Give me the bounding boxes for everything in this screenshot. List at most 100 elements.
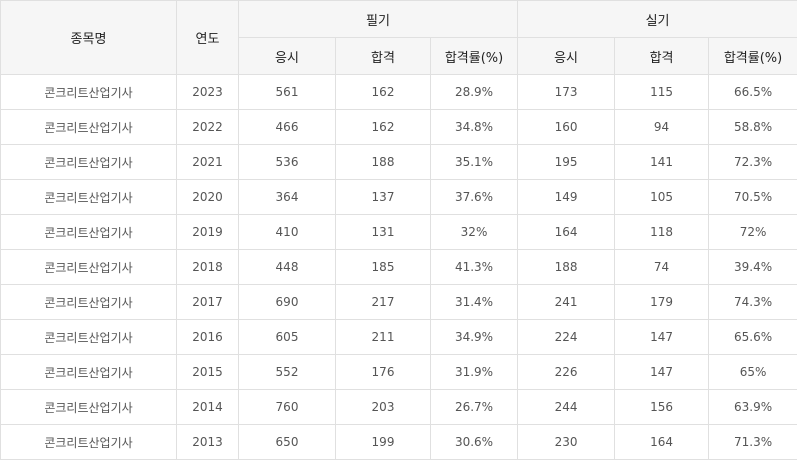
cell-written-passed: 211 [335, 319, 431, 355]
cell-practical-rate: 71.3% [708, 424, 797, 460]
cell-practical-applicants: 195 [517, 144, 616, 180]
cell-written-passed: 185 [335, 249, 431, 285]
header-written-applicants: 응시 [238, 37, 336, 75]
cell-year: 2020 [176, 179, 239, 215]
cell-practical-passed: 105 [614, 179, 710, 215]
cell-name: 콘크리트산업기사 [0, 389, 177, 425]
header-practical-passed: 합격 [614, 37, 710, 75]
cell-name: 콘크리트산업기사 [0, 354, 177, 390]
cell-year: 2023 [176, 74, 239, 110]
cell-practical-passed: 118 [614, 214, 710, 250]
cell-written-rate: 28.9% [429, 74, 519, 110]
cell-year: 2013 [176, 424, 239, 460]
cell-written-applicants: 650 [238, 424, 336, 460]
header-year: 연도 [176, 0, 239, 75]
cell-practical-rate: 70.5% [708, 179, 797, 215]
cell-written-passed: 203 [335, 389, 431, 425]
cell-practical-applicants: 188 [517, 249, 616, 285]
cell-year: 2018 [176, 249, 239, 285]
cell-written-rate: 34.9% [429, 319, 519, 355]
cell-written-applicants: 448 [238, 249, 336, 285]
table-row: 콘크리트산업기사 2013 650 199 30.6% 230 164 71.3% [0, 424, 797, 460]
cell-practical-rate: 74.3% [708, 284, 797, 320]
cell-practical-rate: 65.6% [708, 319, 797, 355]
cell-practical-applicants: 149 [517, 179, 616, 215]
table-row: 콘크리트산업기사 2023 561 162 28.9% 173 115 66.5% [0, 74, 797, 110]
cell-practical-applicants: 160 [517, 109, 616, 145]
cell-year: 2019 [176, 214, 239, 250]
table-row: 콘크리트산업기사 2020 364 137 37.6% 149 105 70.5% [0, 179, 797, 215]
cell-practical-applicants: 164 [517, 214, 616, 250]
cell-year: 2022 [176, 109, 239, 145]
cell-written-applicants: 760 [238, 389, 336, 425]
cell-practical-passed: 164 [614, 424, 710, 460]
cell-practical-applicants: 230 [517, 424, 616, 460]
table-row: 콘크리트산업기사 2022 466 162 34.8% 160 94 58.8% [0, 109, 797, 145]
header-name: 종목명 [0, 0, 177, 75]
cell-written-passed: 188 [335, 144, 431, 180]
cell-written-applicants: 466 [238, 109, 336, 145]
cell-name: 콘크리트산업기사 [0, 214, 177, 250]
table-row: 콘크리트산업기사 2014 760 203 26.7% 244 156 63.9% [0, 389, 797, 425]
cell-practical-passed: 115 [614, 74, 710, 110]
cell-practical-rate: 72.3% [708, 144, 797, 180]
header-written: 필기 [237, 0, 519, 38]
cell-written-rate: 37.6% [429, 179, 519, 215]
cell-practical-passed: 179 [614, 284, 710, 320]
header-written-rate: 합격률(%) [429, 37, 519, 75]
table-row: 콘크리트산업기사 2019 410 131 32% 164 118 72% [0, 214, 797, 250]
header-practical-applicants: 응시 [517, 37, 616, 75]
cell-written-passed: 131 [335, 214, 431, 250]
cell-year: 2014 [176, 389, 239, 425]
cell-name: 콘크리트산업기사 [0, 249, 177, 285]
cell-name: 콘크리트산업기사 [0, 144, 177, 180]
cell-written-passed: 176 [335, 354, 431, 390]
cell-practical-passed: 156 [614, 389, 710, 425]
cell-practical-applicants: 173 [517, 74, 616, 110]
cell-written-passed: 162 [335, 74, 431, 110]
cell-practical-rate: 65% [708, 354, 797, 390]
cell-practical-passed: 141 [614, 144, 710, 180]
table-header: 종목명 연도 필기 실기 응시 합격 합격률(%) 응시 합격 합격률(%) [0, 0, 797, 75]
cell-year: 2021 [176, 144, 239, 180]
cell-year: 2015 [176, 354, 239, 390]
cell-practical-passed: 147 [614, 354, 710, 390]
table-row: 콘크리트산업기사 2016 605 211 34.9% 224 147 65.6% [0, 319, 797, 355]
cell-practical-rate: 39.4% [708, 249, 797, 285]
cell-practical-applicants: 241 [517, 284, 616, 320]
cell-written-rate: 35.1% [429, 144, 519, 180]
cell-written-applicants: 605 [238, 319, 336, 355]
cell-written-rate: 31.4% [429, 284, 519, 320]
header-written-passed: 합격 [335, 37, 431, 75]
cell-practical-applicants: 244 [517, 389, 616, 425]
cell-written-rate: 26.7% [429, 389, 519, 425]
header-practical: 실기 [517, 0, 797, 38]
table-body: 콘크리트산업기사 2023 561 162 28.9% 173 115 66.5% 콘크리트산업… [0, 74, 797, 460]
cell-written-applicants: 552 [238, 354, 336, 390]
table-row: 콘크리트산업기사 2021 536 188 35.1% 195 141 72.3% [0, 144, 797, 180]
cell-practical-rate: 63.9% [708, 389, 797, 425]
cell-practical-rate: 72% [708, 214, 797, 250]
cell-practical-passed: 74 [614, 249, 710, 285]
cell-practical-passed: 94 [614, 109, 710, 145]
cell-name: 콘크리트산업기사 [0, 284, 177, 320]
cell-name: 콘크리트산업기사 [0, 179, 177, 215]
cell-name: 콘크리트산업기사 [0, 424, 177, 460]
cell-written-applicants: 364 [238, 179, 336, 215]
cell-written-rate: 30.6% [429, 424, 519, 460]
cell-name: 콘크리트산업기사 [0, 74, 177, 110]
cell-year: 2017 [176, 284, 239, 320]
cell-written-rate: 31.9% [429, 354, 519, 390]
cell-practical-applicants: 224 [517, 319, 616, 355]
cell-written-rate: 34.8% [429, 109, 519, 145]
cell-written-applicants: 690 [238, 284, 336, 320]
cell-practical-applicants: 226 [517, 354, 616, 390]
cell-written-passed: 217 [335, 284, 431, 320]
cell-practical-rate: 58.8% [708, 109, 797, 145]
cell-year: 2016 [176, 319, 239, 355]
table-row: 콘크리트산업기사 2015 552 176 31.9% 226 147 65% [0, 354, 797, 390]
cell-written-applicants: 561 [238, 74, 336, 110]
cell-name: 콘크리트산업기사 [0, 109, 177, 145]
cell-written-rate: 41.3% [429, 249, 519, 285]
